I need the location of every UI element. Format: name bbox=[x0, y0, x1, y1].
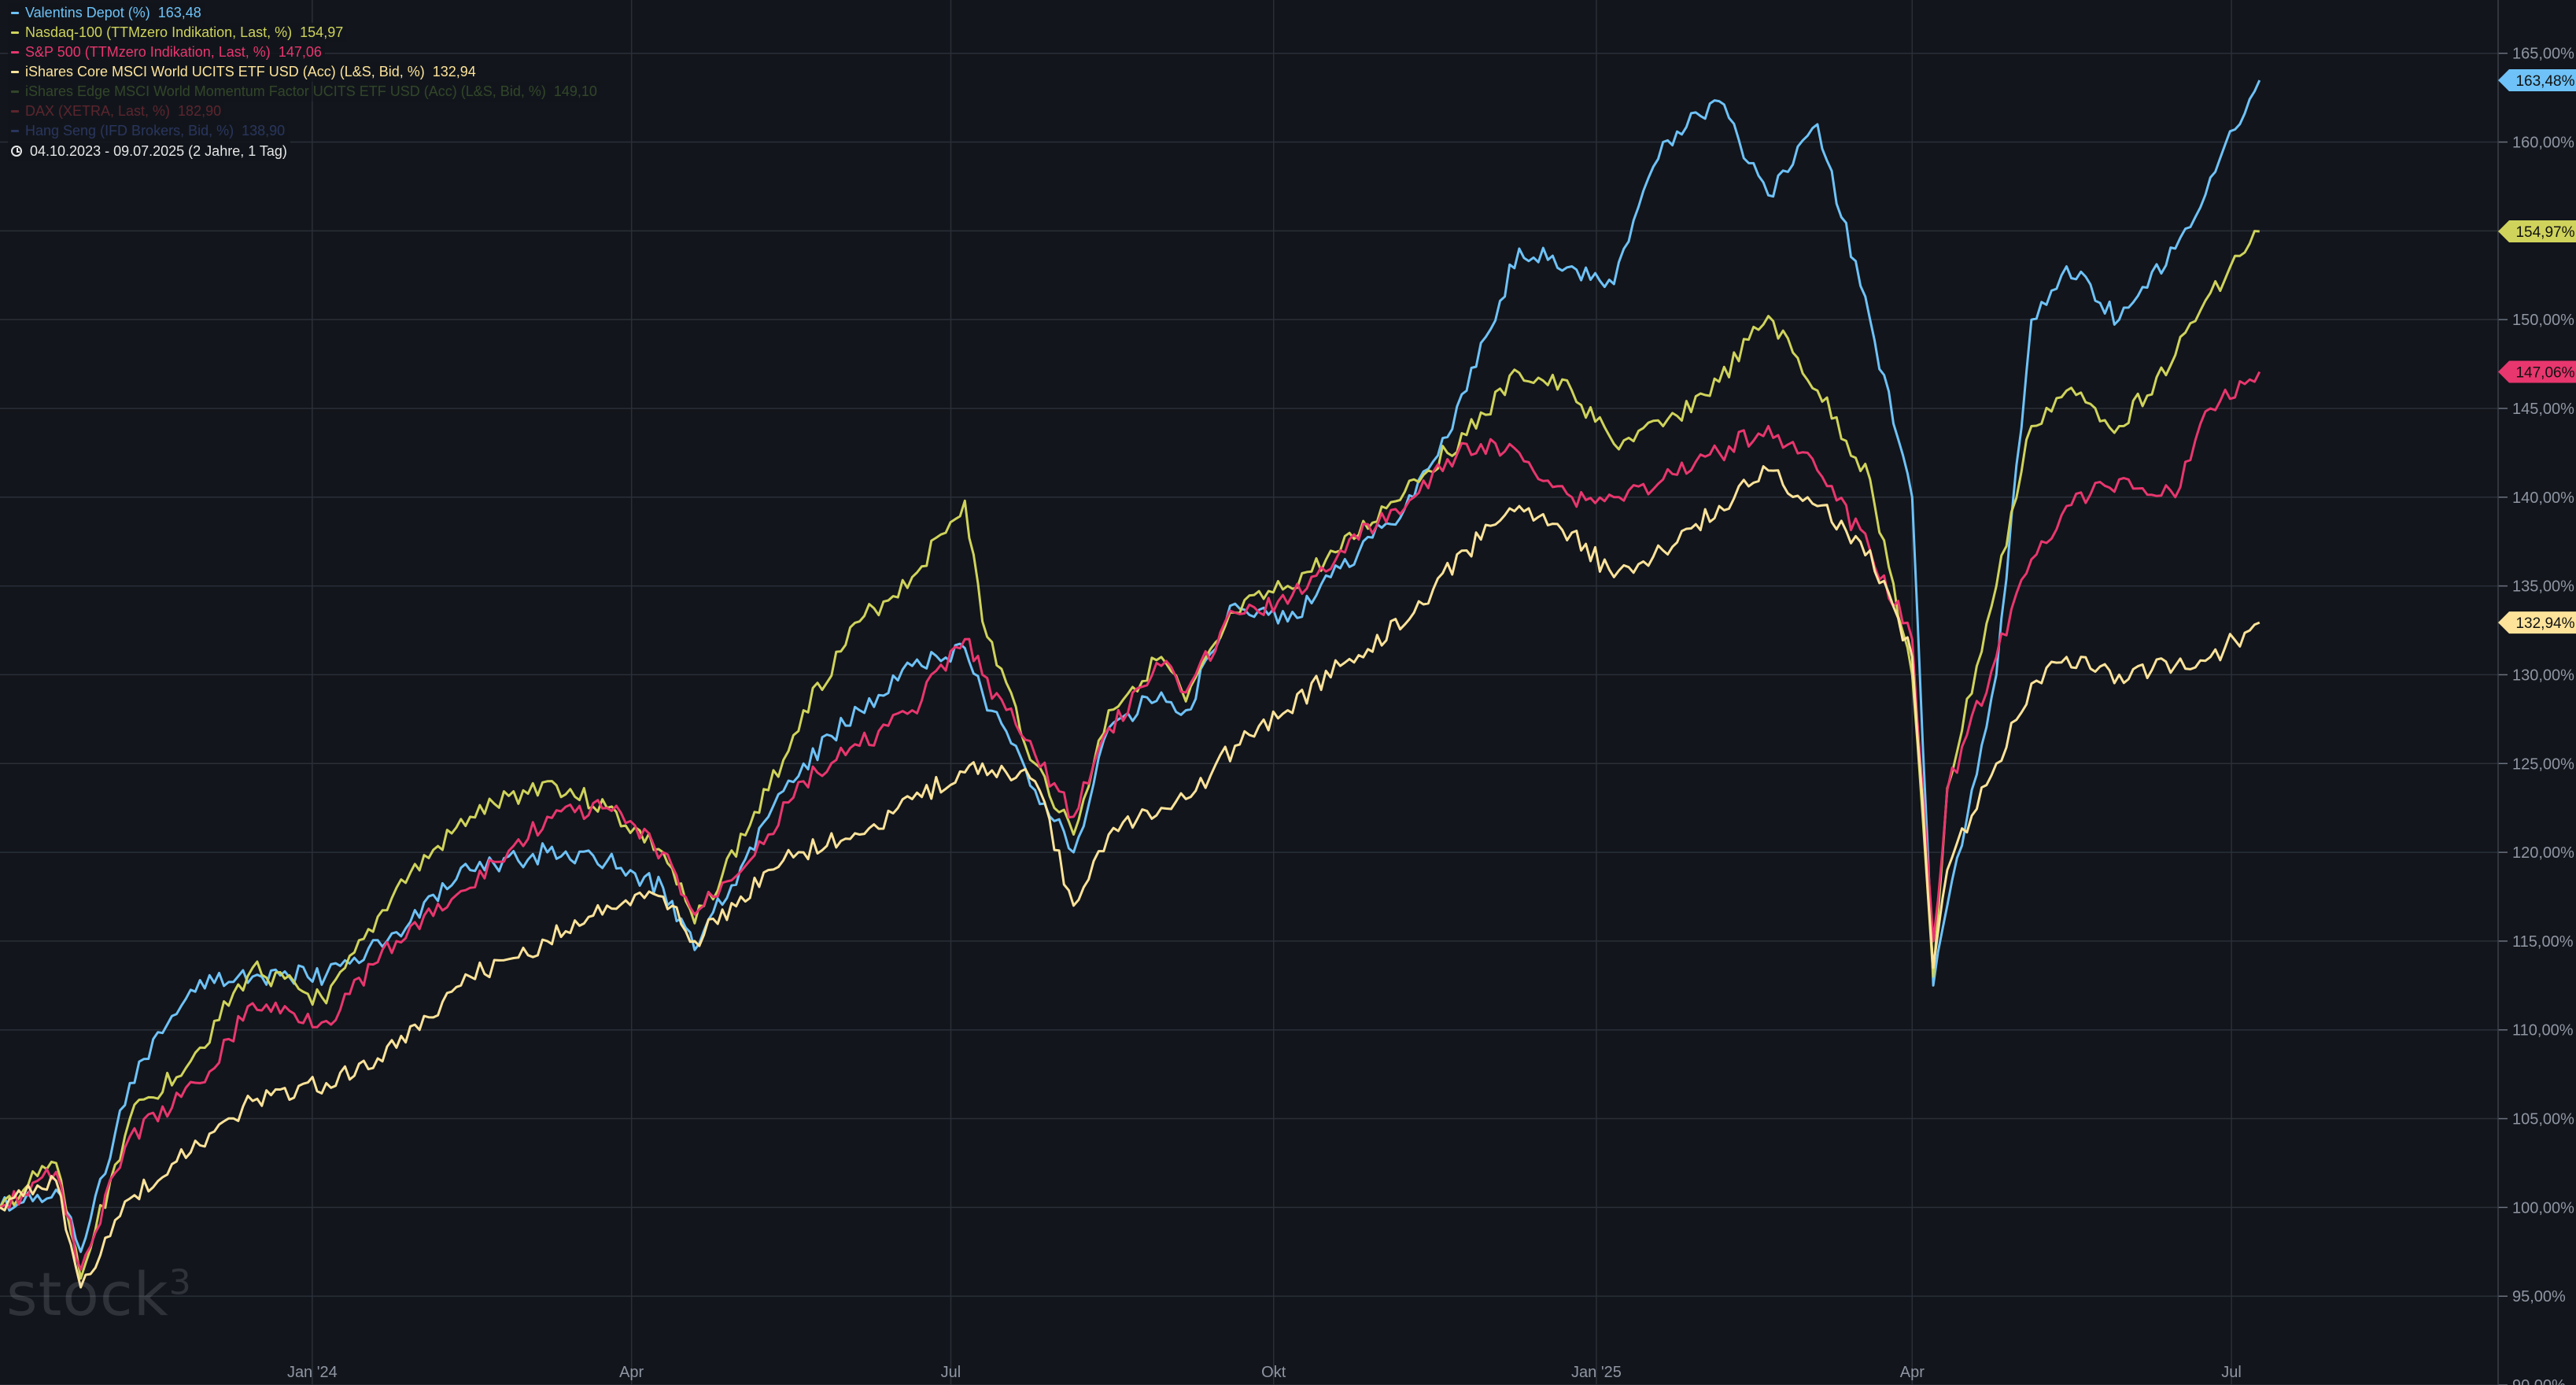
x-tick-label: Apr bbox=[1900, 1364, 1925, 1381]
x-tick-label: Okt bbox=[1261, 1364, 1286, 1381]
legend-value: 154,97 bbox=[300, 24, 344, 40]
series-line[interactable] bbox=[0, 465, 2260, 1289]
y-tick-label: 160,00% bbox=[2512, 135, 2574, 152]
chart-legend: Valentins Depot (%) 163,48 Nasdaq-100 (TTM… bbox=[8, 3, 600, 161]
x-tick-label: Jul bbox=[941, 1364, 961, 1381]
legend-label: DAX (XETRA, Last, %) bbox=[25, 103, 171, 119]
legend-value: 138,90 bbox=[242, 123, 286, 138]
legend-swatch bbox=[11, 90, 19, 93]
legend-label: S&P 500 (TTMzero Indikation, Last, %) bbox=[25, 44, 271, 60]
legend-label: Nasdaq-100 (TTMzero Indikation, Last, %) bbox=[25, 24, 293, 40]
y-axis: 90,00% 95,00% 100,00% 105,00% 110,00% 115,00%… bbox=[2497, 0, 2574, 1385]
legend-item[interactable]: Nasdaq-100 (TTMzero Indikation, Last, %)… bbox=[8, 23, 347, 42]
date-range-text: 04.10.2023 - 09.07.2025 (2 Jahre, 1 Tag) bbox=[30, 142, 287, 159]
legend-label: iShares Edge MSCI World Momentum Factor … bbox=[25, 83, 546, 99]
y-tick-label: 150,00% bbox=[2512, 312, 2574, 329]
y-tick-label: 90,00% bbox=[2512, 1377, 2566, 1385]
y-tick-label: 100,00% bbox=[2512, 1199, 2574, 1217]
legend-label: iShares Core MSCI World UCITS ETF USD (A… bbox=[25, 64, 425, 79]
chart-grid bbox=[0, 0, 2498, 1385]
y-tick-label: 135,00% bbox=[2512, 578, 2574, 596]
end-label-box bbox=[2498, 220, 2576, 243]
legend-swatch bbox=[11, 12, 19, 14]
legend-swatch bbox=[11, 110, 19, 113]
legend-value: 147,06 bbox=[278, 44, 322, 60]
end-label-text: 154,97% bbox=[2515, 224, 2574, 241]
x-axis: Jan '24 Apr Jul Okt Jan '25 Apr Jul bbox=[287, 1364, 2242, 1381]
legend-item[interactable]: S&P 500 (TTMzero Indikation, Last, %) 147… bbox=[8, 42, 325, 62]
y-tick-label: 115,00% bbox=[2512, 933, 2574, 951]
legend-value: 149,10 bbox=[553, 83, 597, 99]
y-tick-label: 125,00% bbox=[2512, 755, 2574, 773]
y-tick-label: 140,00% bbox=[2512, 489, 2574, 507]
end-label-box bbox=[2498, 360, 2576, 383]
x-tick-label: Jan '25 bbox=[1571, 1364, 1622, 1381]
x-tick-label: Jan '24 bbox=[287, 1364, 338, 1381]
legend-item[interactable]: DAX (XETRA, Last, %) 182,90 bbox=[8, 102, 225, 121]
y-tick-label: 145,00% bbox=[2512, 401, 2574, 418]
y-tick-label: 95,00% bbox=[2512, 1288, 2566, 1306]
end-labels: 163,48% 154,97% 147,06% 132,94% bbox=[2498, 68, 2576, 634]
end-label-box bbox=[2498, 611, 2576, 634]
legend-item[interactable]: iShares Core MSCI World UCITS ETF USD (A… bbox=[8, 62, 479, 82]
chart-series bbox=[0, 79, 2261, 1289]
series-line[interactable] bbox=[0, 230, 2260, 1280]
y-tick-label: 165,00% bbox=[2512, 46, 2574, 63]
legend-item[interactable]: Hang Seng (IFD Brokers, Bid, %) 138,90 bbox=[8, 121, 289, 141]
legend-item[interactable]: iShares Edge MSCI World Momentum Factor … bbox=[8, 82, 600, 102]
end-label-text: 132,94% bbox=[2515, 615, 2574, 632]
legend-item[interactable]: Valentins Depot (%) 163,48 bbox=[8, 3, 205, 23]
legend-value: 182,90 bbox=[178, 103, 222, 119]
end-label-text: 147,06% bbox=[2515, 364, 2574, 381]
y-tick-label: 105,00% bbox=[2512, 1111, 2574, 1128]
legend-value: 132,94 bbox=[432, 64, 476, 79]
series-line[interactable] bbox=[0, 79, 2261, 1254]
legend-swatch bbox=[11, 71, 19, 73]
stock3-watermark: stock3 bbox=[6, 1259, 192, 1329]
end-label-text: 163,48% bbox=[2515, 73, 2574, 90]
y-tick-label: 110,00% bbox=[2512, 1022, 2574, 1040]
legend-swatch bbox=[11, 51, 19, 54]
x-tick-label: Jul bbox=[2221, 1364, 2242, 1381]
legend-swatch bbox=[11, 31, 19, 34]
legend-value: 163,48 bbox=[157, 5, 201, 20]
clock-icon bbox=[11, 146, 22, 157]
date-range[interactable]: 04.10.2023 - 09.07.2025 (2 Jahre, 1 Tag) bbox=[8, 141, 290, 161]
y-tick-label: 120,00% bbox=[2512, 844, 2574, 862]
y-tick-label: 130,00% bbox=[2512, 667, 2574, 684]
x-tick-label: Apr bbox=[619, 1364, 644, 1381]
end-label-box bbox=[2498, 68, 2576, 91]
legend-label: Hang Seng (IFD Brokers, Bid, %) bbox=[25, 123, 234, 138]
legend-label: Valentins Depot (%) bbox=[25, 5, 150, 20]
legend-swatch bbox=[11, 130, 19, 132]
